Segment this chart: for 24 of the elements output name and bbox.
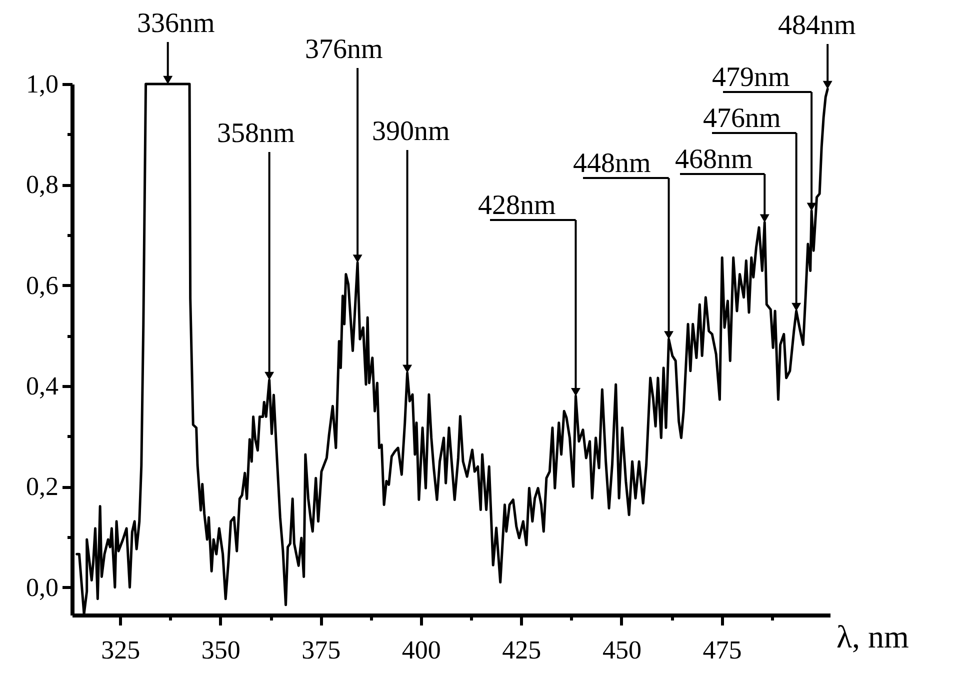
annotation: 479nm [712, 62, 790, 93]
x-tick-label: 450 [602, 636, 642, 664]
annotation: 336nm [137, 8, 215, 39]
y-tick-label: 0,0 [26, 572, 58, 602]
annotation: 476nm [703, 103, 781, 134]
annotation: 428nm [478, 190, 556, 221]
annotation: 376nm [305, 34, 383, 65]
x-tick-label: 475 [702, 636, 742, 664]
x-tick-label: 425 [502, 636, 542, 664]
annotation: 358nm [217, 118, 295, 149]
x-tick-label: 325 [101, 636, 140, 664]
annotation: 468nm [675, 144, 753, 175]
annotation: 390nm [372, 116, 450, 147]
x-tick-label: 375 [302, 636, 341, 664]
x-axis-title: λ, nm [836, 618, 910, 654]
y-tick-label: 0,4 [26, 371, 58, 400]
x-tick-label: 400 [402, 636, 441, 664]
annotation: 484nm [778, 10, 856, 41]
annotation: 448nm [573, 148, 651, 179]
y-tick-label: 0,6 [26, 270, 58, 300]
y-tick-label: 0,8 [26, 170, 58, 200]
y-tick-label: 1,0 [26, 70, 58, 98]
x-tick-label: 350 [201, 636, 240, 664]
y-tick-label: 0,2 [26, 472, 58, 502]
